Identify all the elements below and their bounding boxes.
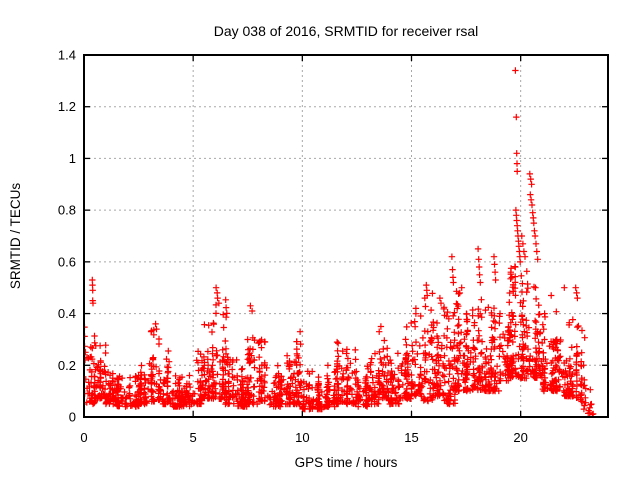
y-tick-label: 0.8 bbox=[58, 203, 76, 218]
y-tick-label: 0.4 bbox=[58, 306, 76, 321]
x-tick-label: 10 bbox=[295, 430, 309, 445]
y-tick-label: 0.2 bbox=[58, 358, 76, 373]
y-tick-label: 1.2 bbox=[58, 99, 76, 114]
plot-border bbox=[83, 54, 609, 418]
x-tick-label: 15 bbox=[404, 430, 418, 445]
y-tick-label: 1.4 bbox=[58, 48, 76, 63]
data-point-markers bbox=[83, 67, 597, 418]
y-tick-label: 0.6 bbox=[58, 254, 76, 269]
y-tick-label: 1 bbox=[69, 151, 76, 166]
x-axis-label: GPS time / hours bbox=[295, 455, 398, 470]
x-tick-label: 0 bbox=[80, 430, 87, 445]
y-axis-label: SRMTID / TECUs bbox=[8, 183, 23, 290]
x-tick-label: 20 bbox=[513, 430, 527, 445]
tick-labels: 0 5 10 15 20 0 0.2 0.4 0.6 0.8 1 1.2 1.4 bbox=[58, 48, 528, 446]
scatter-points bbox=[83, 67, 597, 418]
chart-title: Day 038 of 2016, SRMTID for receiver rsa… bbox=[214, 23, 479, 39]
y-tick-label: 0 bbox=[69, 410, 76, 425]
x-tick-label: 5 bbox=[190, 430, 197, 445]
plot-border-and-ticks bbox=[83, 54, 609, 418]
